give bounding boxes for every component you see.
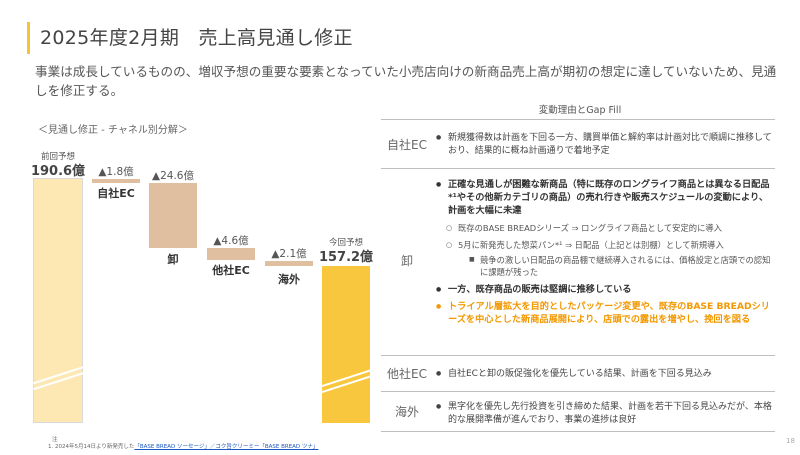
divider [381,355,775,356]
category-label-tasha-ec: 他社EC [212,264,250,277]
current-forecast-value: 157.2億 [318,250,374,265]
bullet-item-highlight: トライアル層拡大を目的としたパッケージ変更や、既存のBASE BREADシリーズ… [436,300,776,326]
prev-forecast-value: 190.6億 [30,164,86,179]
delta-label-kaigai: ▲2.1億 [271,248,307,260]
sub-sub-bullet-item: 競争の激しい日配品の商品棚で継続導入されるには、価格設定と店頭での認知に課題が残… [436,254,776,278]
row-body-tasha-ec: 自社ECと卸の販促強化を優先している結果、計画を下回る見込み [436,368,776,381]
bullet-item: 正確な見通しが困難な新商品（特に既存のロングライフ商品とは異なる日配品*¹やその… [436,178,776,217]
current-forecast-caption: 今回予想 [328,238,363,248]
lead-text: 事業は成長しているものの、増収予想の重要な要素となっていた小売店向けの新商品売上… [35,64,777,98]
page-title: 2025年度2月期 売上高見通し修正 [40,27,353,49]
footnote-1-link[interactable]: 「BASE BREAD ソーセージ」／コク旨クリーミー「BASE BREAD ツ… [134,444,319,450]
row-label-kaigai: 海外 [394,405,419,419]
row-body-jisha-ec: 新規獲得数は計画を下回る一方、購買単価と解約率は計画対比で順調に推移しており、結… [436,132,776,157]
category-label-oroshi: 卸 [167,253,179,266]
sub-bullet-item: 5月に新発売した惣菜パン*¹ ⇒ 日配品（上記とは別棚）として新規導入 [436,239,776,252]
footnote-heading: 注 [52,437,58,443]
footnote-1: 1. 2024年5月14日より新発売した「BASE BREAD ソーセージ」／コ… [48,442,318,450]
row-label-tasha-ec: 他社EC [387,367,427,381]
bullet-item: 自社ECと卸の販促強化を優先している結果、計画を下回る見込み [436,368,776,381]
bullet-item: 黒字化を優先し先行投資を引き締めた結果、計画を若干下回る見込みだが、本格的な展開… [436,401,776,426]
prev-forecast-caption: 前回予想 [40,152,75,162]
chart-caption: ＜見通し修正 - チャネル別分解＞ [38,125,188,136]
category-label-jisha-ec: 自社EC [97,187,135,200]
category-label-kaigai: 海外 [278,273,300,286]
delta-label-jisha-ec: ▲1.8億 [98,166,134,178]
divider [381,391,775,392]
delta-bar-jisha-ec [92,179,140,183]
divider [381,119,775,120]
bullet-item: 新規獲得数は計画を下回る一方、購買単価と解約率は計画対比で順調に推移しており、結… [436,132,776,157]
divider [381,168,775,169]
title-accent-bar [27,22,30,54]
bullet-item: 一方、既存商品の販売は堅調に推移している [436,283,776,296]
panel-title: 変動理由とGap Fill [538,105,622,116]
row-body-kaigai: 黒字化を優先し先行投資を引き締めた結果、計画を若干下回る見込みだが、本格的な展開… [436,401,776,426]
delta-label-oroshi: ▲24.6億 [152,170,194,182]
row-label-jisha-ec: 自社EC [387,138,427,152]
row-body-oroshi: 正確な見通しが困難な新商品（特に既存のロングライフ商品とは異なる日配品*¹やその… [436,178,776,326]
prev-forecast-bar [33,178,85,423]
delta-bar-kaigai [265,261,313,266]
delta-bar-oroshi [149,183,197,248]
page-number: 18 [786,437,795,445]
delta-bar-tasha-ec [207,248,255,260]
current-forecast-bar [321,266,373,423]
row-label-oroshi: 卸 [400,254,413,268]
divider [381,431,775,432]
footnote-1-text: 1. 2024年5月14日より新発売した [48,444,135,450]
sub-bullet-item: 既存のBASE BREADシリーズ ⇒ ロングライフ商品として安定的に導入 [436,222,776,235]
delta-label-tasha-ec: ▲4.6億 [213,235,249,247]
